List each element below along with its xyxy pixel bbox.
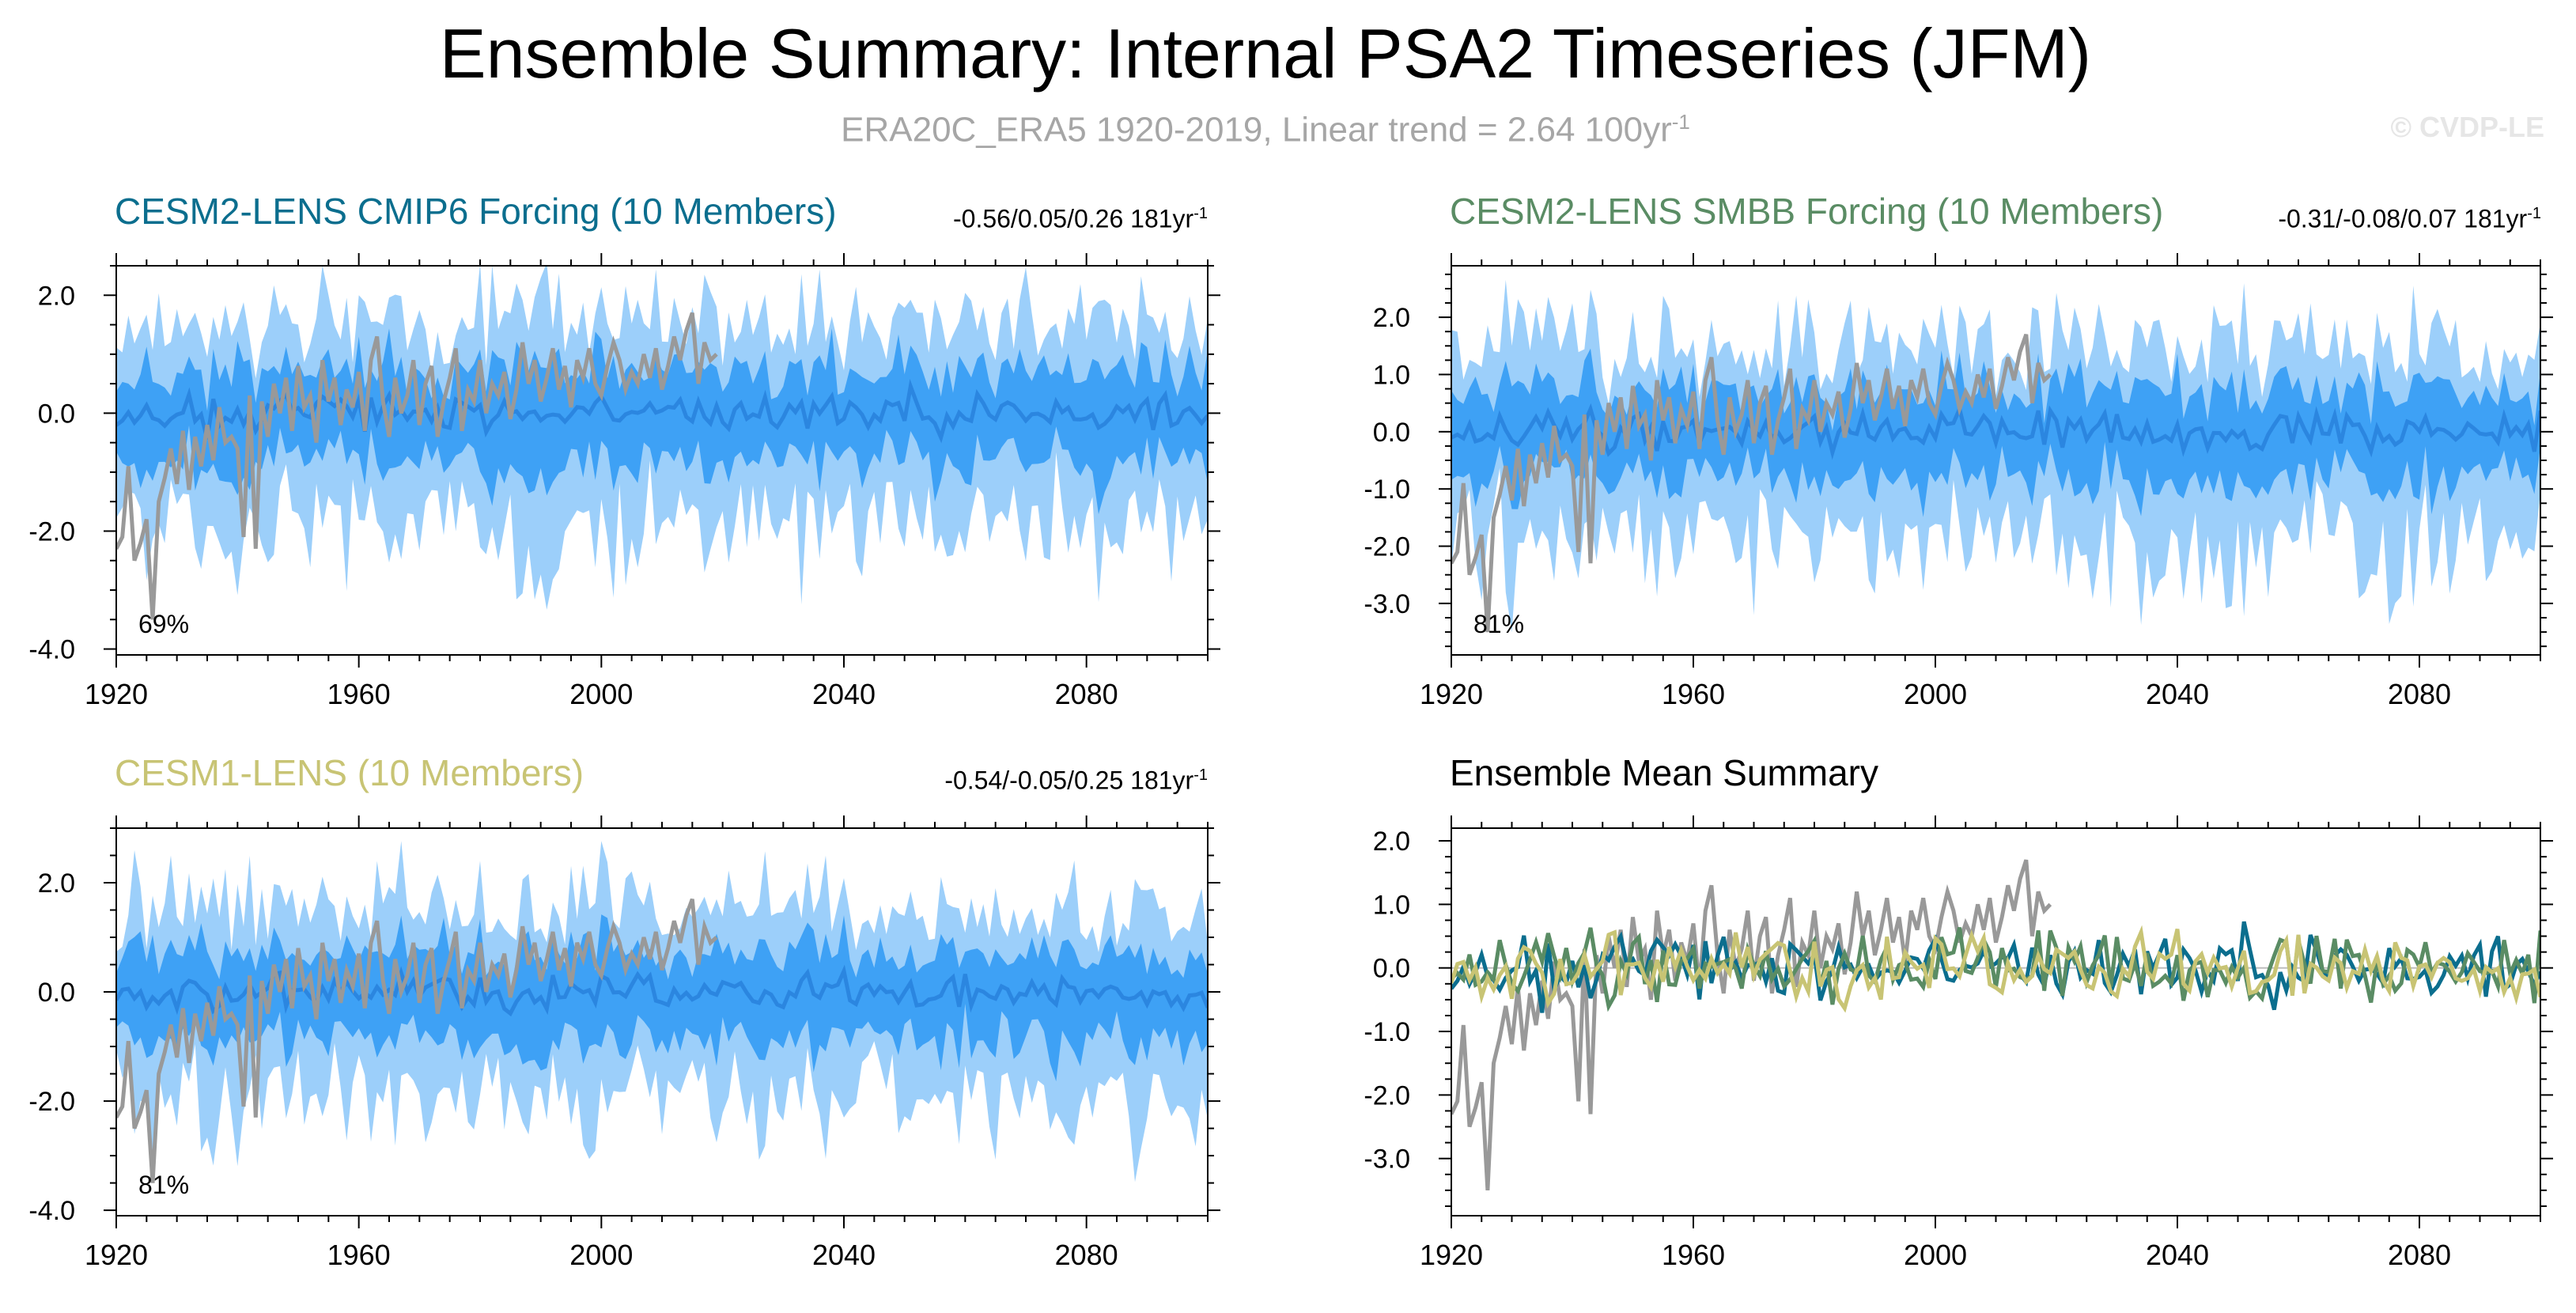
chart-ensemble-mean-summary: 1920 1960 2000 2040 2080 2.0 1.0 0.0 -1.0 -2.0 -3.… xyxy=(1364,815,2553,1271)
page-title: Ensemble Summary: Internal PSA2 Timeseri… xyxy=(439,14,2092,93)
x-tick-label: 2000 xyxy=(569,1239,633,1271)
x-tick-label: 2040 xyxy=(2146,678,2209,710)
x-tick-label: 2080 xyxy=(2388,678,2451,710)
y-tick-label: -2.0 xyxy=(1364,532,1410,562)
plot-area xyxy=(1451,859,2540,1191)
chart-cesm1: 81% 1920 1960 2000 2040 2080 2.0 0.0 -2.0 -4.0 xyxy=(28,815,1220,1271)
x-tick-label: 2000 xyxy=(569,678,633,710)
stats-superscript: -1 xyxy=(1193,766,1208,784)
stats-text: -0.56/0.05/0.26 181yr xyxy=(952,204,1194,233)
y-tick-label: 2.0 xyxy=(1373,303,1410,333)
plot-frame xyxy=(1451,827,2541,1217)
x-tick-label: 1920 xyxy=(85,678,148,710)
cvdp-watermark: © CVDP-LE xyxy=(2390,111,2544,143)
y-tick-label: -2.0 xyxy=(28,516,75,547)
chart-cesm2-smbb: 81% 1920 1960 2000 2040 2080 2.0 1.0 0.0 -1.0 -2.0… xyxy=(1364,253,2553,710)
stats-superscript: -1 xyxy=(2527,205,2541,222)
y-tick-label: 0.0 xyxy=(1373,418,1410,448)
inner-range-band xyxy=(1451,348,2540,517)
subtitle-superscript: -1 xyxy=(1671,110,1690,134)
panel-title-cesm2-cmip6: CESM2-LENS CMIP6 Forcing (10 Members) xyxy=(115,191,837,232)
series-line-mean-0b6e8e xyxy=(1451,921,2540,1013)
x-tick-label: 2080 xyxy=(2388,1239,2451,1271)
x-tick-label: 1920 xyxy=(1420,1239,1483,1271)
x-tick-label: 2040 xyxy=(812,1239,876,1271)
x-tick-label: 2000 xyxy=(1904,678,1967,710)
panel-title-ensemble-mean: Ensemble Mean Summary xyxy=(1450,752,1878,793)
observation-line xyxy=(116,898,718,1183)
x-tick-label: 1960 xyxy=(1662,678,1725,710)
ensemble-mean-line xyxy=(1451,403,2540,460)
percent-label: 69% xyxy=(138,610,189,638)
y-tick-label: 1.0 xyxy=(1373,360,1410,390)
panel-stats-cesm2-smbb: -0.31/-0.08/0.07 181yr-1 xyxy=(2278,198,2541,235)
x-tick-label: 1920 xyxy=(1420,678,1483,710)
y-tick-label: -4.0 xyxy=(28,1196,75,1226)
percent-label: 81% xyxy=(1473,610,1524,638)
y-tick-label: -3.0 xyxy=(1364,589,1410,619)
y-tick-label: 0.0 xyxy=(38,978,75,1008)
y-tick-label: -2.0 xyxy=(28,1087,75,1117)
ensemble-mean-line xyxy=(116,964,1208,1017)
y-tick-label: 2.0 xyxy=(1373,827,1410,857)
panel-stats-cesm2-cmip6: -0.56/0.05/0.26 181yr-1 xyxy=(953,198,1208,235)
y-tick-label: -3.0 xyxy=(1364,1145,1410,1175)
x-tick-label: 2080 xyxy=(1055,678,1118,710)
y-tick-label: -1.0 xyxy=(1364,475,1410,505)
ensemble-mean-line xyxy=(116,378,1208,444)
x-tick-label: 1960 xyxy=(1662,1239,1725,1271)
stats-superscript: -1 xyxy=(1193,205,1208,222)
y-tick-label: 1.0 xyxy=(1373,890,1410,920)
inner-range-band xyxy=(116,328,1208,515)
x-tick-label: 2040 xyxy=(812,678,876,710)
y-tick-label: 2.0 xyxy=(38,868,75,899)
x-tick-label: 1960 xyxy=(327,678,391,710)
percent-label: 81% xyxy=(138,1171,189,1199)
series-line-mean-c8c474 xyxy=(1451,925,2540,1013)
plot-area xyxy=(116,841,1208,1183)
panel-title-cesm1: CESM1-LENS (10 Members) xyxy=(115,752,584,793)
inner-range-band xyxy=(116,914,1208,1082)
x-tick-label: 2000 xyxy=(1904,1239,1967,1271)
y-tick-label: -1.0 xyxy=(1364,1017,1410,1047)
stats-text: -0.54/-0.05/0.25 181yr xyxy=(944,766,1194,795)
chart-cesm2-cmip6: 69% 1920 1960 2000 2040 2080 2.0 0.0 -2.0 -4.0 xyxy=(28,253,1220,710)
y-tick-label: 0.0 xyxy=(1373,954,1410,984)
x-tick-label: 2080 xyxy=(1055,1239,1118,1271)
y-tick-label: -4.0 xyxy=(28,635,75,665)
x-tick-label: 2040 xyxy=(2146,1239,2209,1271)
observation-line xyxy=(116,312,718,620)
observation-line xyxy=(1451,333,2052,633)
plot-area xyxy=(116,266,1208,620)
page-subtitle: ERA20C_ERA5 1920-2019, Linear trend = 2.… xyxy=(0,101,2531,151)
plot-area xyxy=(1451,279,2540,633)
x-tick-label: 1920 xyxy=(85,1239,148,1271)
stats-text: -0.31/-0.08/0.07 181yr xyxy=(2278,204,2528,233)
series-line-obs-999999 xyxy=(1451,859,2052,1191)
panel-title-cesm2-smbb: CESM2-LENS SMBB Forcing (10 Members) xyxy=(1450,191,2164,232)
x-tick-label: 1960 xyxy=(327,1239,391,1271)
subtitle-text: ERA20C_ERA5 1920-2019, Linear trend = 2.… xyxy=(841,110,1672,149)
panel-stats-cesm1: -0.54/-0.05/0.25 181yr-1 xyxy=(944,759,1208,797)
y-tick-label: 2.0 xyxy=(38,281,75,311)
y-tick-label: 0.0 xyxy=(38,399,75,429)
y-tick-label: -2.0 xyxy=(1364,1080,1410,1111)
